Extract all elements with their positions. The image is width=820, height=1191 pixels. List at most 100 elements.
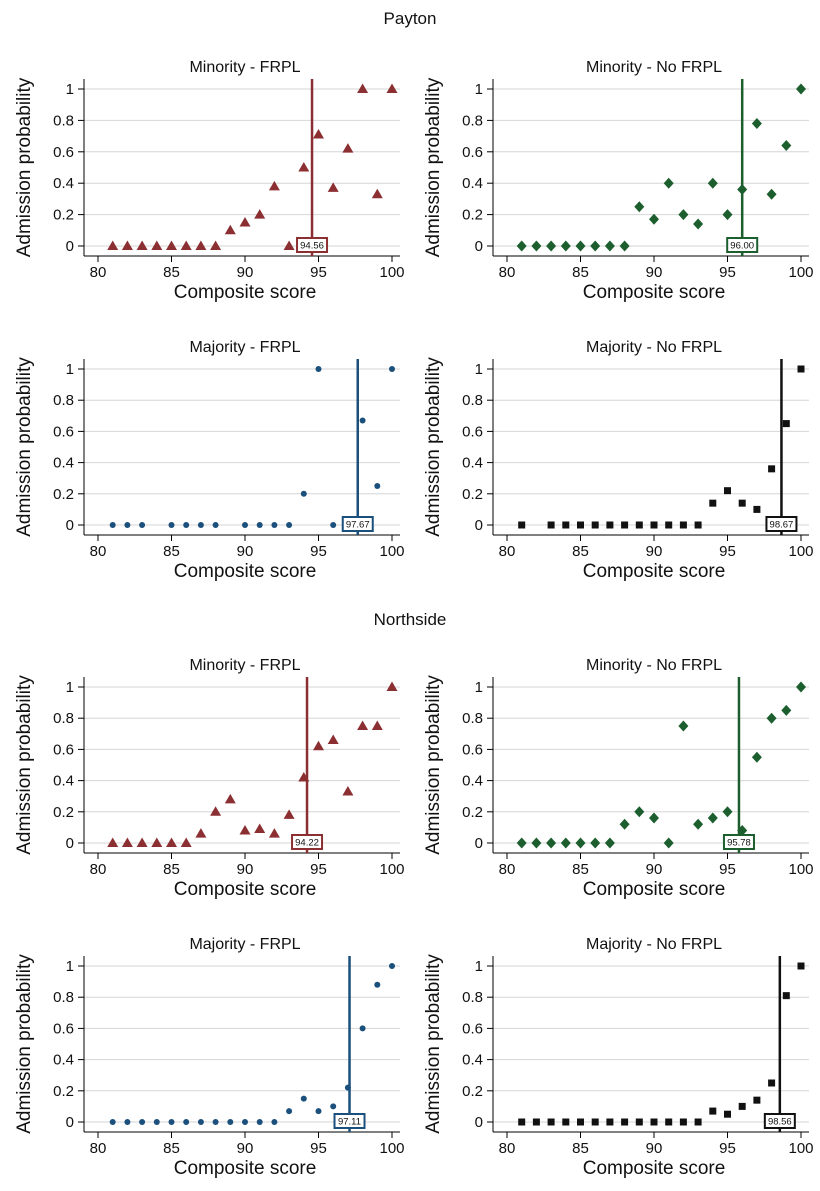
y-tick-label: 0.8 bbox=[53, 710, 74, 727]
data-point bbox=[256, 1119, 263, 1125]
data-point bbox=[107, 240, 119, 250]
cutoff-label: 97.11 bbox=[338, 1117, 361, 1128]
panel-title: Minority - No FRPL bbox=[586, 657, 722, 674]
data-point bbox=[649, 812, 659, 824]
panel-1: Minority - FRPL 0 0.2 0.4 0.6 0.8 1 80 85 90 95 100… bbox=[14, 59, 405, 303]
x-tick-label: 100 bbox=[379, 543, 404, 560]
section-title-payton: Payton bbox=[384, 9, 437, 28]
y-axis-title: Admission probability bbox=[14, 954, 35, 1134]
data-point bbox=[621, 1118, 629, 1126]
x-tick-label: 80 bbox=[499, 1140, 516, 1157]
data-point bbox=[151, 240, 163, 250]
data-point bbox=[271, 522, 278, 528]
cutoff-label-box bbox=[291, 834, 324, 850]
y-tick-label: 0 bbox=[475, 1114, 483, 1131]
data-point bbox=[650, 1118, 658, 1126]
y-tick-label: 1 bbox=[66, 361, 74, 378]
y-tick-label: 0 bbox=[66, 517, 74, 534]
x-tick-label: 100 bbox=[788, 264, 813, 281]
data-point bbox=[327, 734, 339, 745]
y-tick-label: 1 bbox=[66, 958, 74, 975]
x-tick-label: 90 bbox=[237, 543, 254, 560]
y-tick-label: 1 bbox=[66, 679, 74, 696]
data-point bbox=[766, 712, 777, 724]
panel-2: Minority - No FRPL 0 0.2 0.4 0.6 0.8 1 80 85 90 95… bbox=[423, 59, 814, 303]
y-tick-label: 0.2 bbox=[53, 1083, 74, 1100]
y-tick-label: 0 bbox=[66, 835, 74, 852]
data-point bbox=[183, 1119, 190, 1125]
data-point bbox=[300, 1095, 307, 1102]
x-axis-title: Composite score bbox=[583, 561, 726, 582]
data-point bbox=[342, 143, 354, 153]
y-tick-label: 0.4 bbox=[53, 455, 74, 472]
y-tick-label: 0 bbox=[66, 1114, 74, 1131]
data-point bbox=[768, 1079, 776, 1087]
y-tick-label: 0.2 bbox=[53, 804, 74, 821]
x-tick-label: 100 bbox=[788, 1140, 813, 1157]
data-point bbox=[781, 704, 792, 716]
x-tick-label: 100 bbox=[788, 543, 813, 560]
data-point bbox=[738, 1102, 746, 1110]
x-tick-label: 90 bbox=[237, 264, 254, 281]
cutoff-label-box bbox=[765, 516, 798, 532]
x-tick-label: 100 bbox=[379, 861, 404, 878]
data-point bbox=[313, 740, 324, 751]
data-point bbox=[286, 1108, 293, 1115]
data-point bbox=[286, 522, 293, 528]
data-point bbox=[168, 1119, 175, 1125]
x-axis-title: Composite score bbox=[583, 1158, 726, 1179]
data-point bbox=[359, 1025, 366, 1032]
data-point bbox=[781, 140, 792, 152]
data-point bbox=[650, 521, 658, 529]
data-point bbox=[751, 751, 762, 763]
data-point bbox=[531, 837, 542, 849]
data-point bbox=[634, 201, 645, 213]
data-point bbox=[283, 240, 295, 250]
data-point bbox=[300, 490, 307, 497]
y-tick-label: 0 bbox=[475, 238, 483, 255]
data-point bbox=[577, 521, 584, 529]
x-tick-label: 95 bbox=[719, 264, 736, 281]
data-point bbox=[109, 522, 116, 528]
data-point bbox=[547, 521, 555, 529]
data-point bbox=[180, 240, 192, 250]
y-tick-label: 0.4 bbox=[462, 773, 483, 790]
y-tick-label: 1 bbox=[475, 361, 483, 378]
x-tick-label: 95 bbox=[310, 1140, 327, 1157]
data-point bbox=[327, 182, 339, 192]
cutoff-label-box bbox=[763, 1113, 796, 1129]
data-point bbox=[709, 1107, 717, 1115]
panel-title: Minority - No FRPL bbox=[586, 59, 722, 76]
data-point bbox=[268, 828, 280, 838]
data-point bbox=[606, 521, 614, 529]
data-point bbox=[107, 837, 119, 847]
data-point bbox=[591, 1118, 599, 1126]
data-point bbox=[663, 177, 674, 189]
data-point bbox=[386, 83, 398, 93]
data-point bbox=[121, 240, 133, 250]
x-tick-label: 90 bbox=[646, 861, 663, 878]
data-point bbox=[562, 1118, 570, 1126]
cutoff-label: 98.56 bbox=[768, 1117, 792, 1128]
y-tick-label: 0.4 bbox=[53, 773, 74, 790]
y-tick-label: 1 bbox=[66, 81, 74, 98]
data-point bbox=[532, 1118, 540, 1126]
data-point bbox=[591, 521, 599, 529]
x-axis-title: Composite score bbox=[174, 1158, 317, 1179]
cutoff-label: 94.56 bbox=[300, 241, 324, 252]
data-point bbox=[315, 366, 322, 372]
data-point bbox=[136, 837, 148, 847]
x-tick-label: 90 bbox=[646, 1140, 663, 1157]
data-point bbox=[139, 522, 146, 528]
y-tick-label: 0.2 bbox=[462, 207, 483, 224]
data-point bbox=[197, 1119, 204, 1125]
y-tick-label: 0.6 bbox=[53, 144, 74, 161]
x-tick-label: 85 bbox=[163, 264, 180, 281]
data-point bbox=[371, 720, 383, 730]
y-tick-label: 0.4 bbox=[462, 455, 483, 472]
data-point bbox=[709, 499, 717, 507]
data-point bbox=[546, 240, 557, 252]
y-axis-title: Admission probability bbox=[423, 77, 444, 257]
data-point bbox=[183, 522, 190, 528]
data-point bbox=[168, 522, 175, 528]
